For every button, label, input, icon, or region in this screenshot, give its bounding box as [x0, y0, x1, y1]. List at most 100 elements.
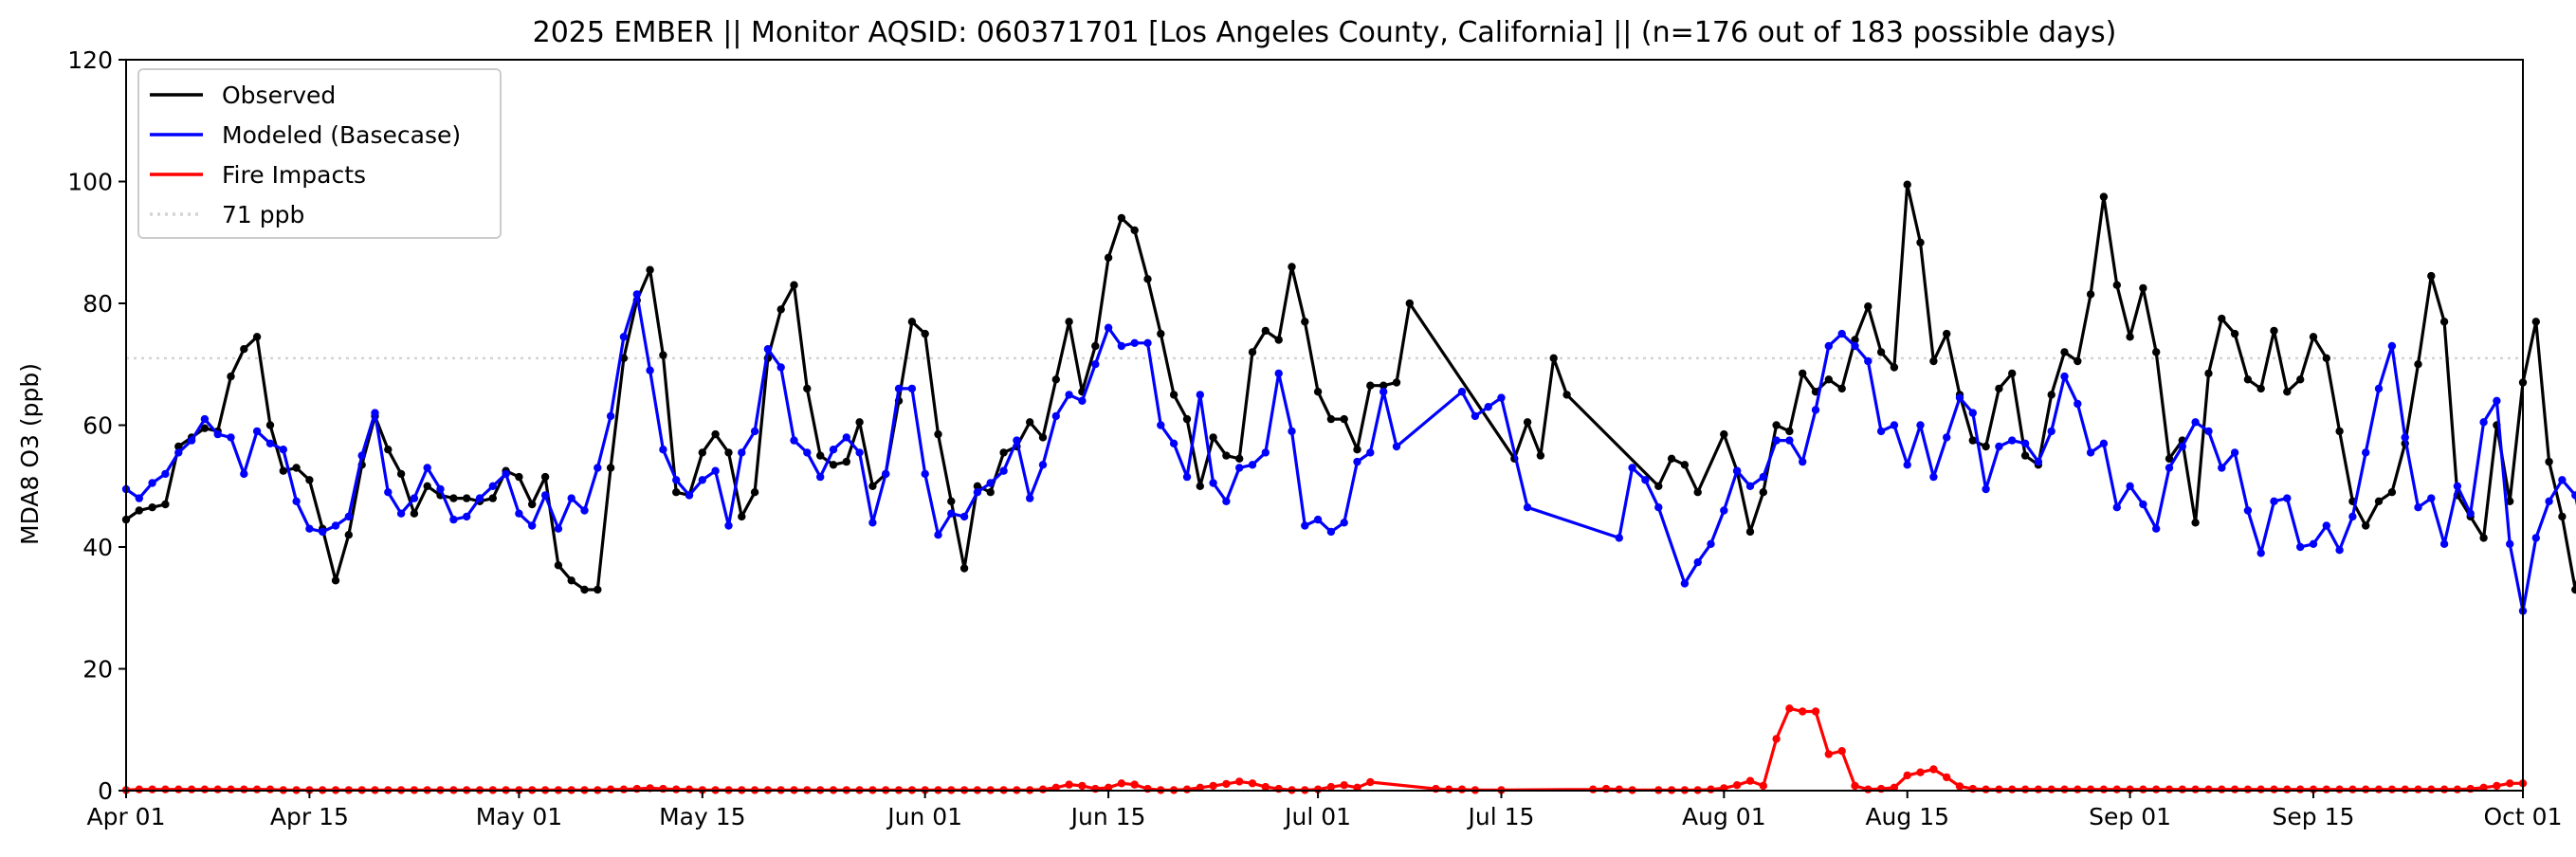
data-point [2296, 785, 2305, 793]
series-layer [121, 180, 2576, 794]
data-point [2204, 785, 2213, 793]
data-point [2139, 283, 2147, 293]
data-point [1799, 369, 1807, 378]
data-point [1759, 488, 1768, 497]
data-point [2479, 783, 2488, 792]
data-point [698, 448, 706, 457]
data-point [1209, 479, 1217, 487]
data-point [1261, 448, 1270, 457]
data-point [2086, 448, 2095, 457]
data-point [1143, 338, 1152, 347]
data-point [659, 784, 667, 793]
data-point [515, 509, 523, 518]
data-point [632, 290, 641, 299]
data-point [1943, 433, 1951, 442]
data-point [1497, 393, 1506, 402]
data-point [567, 494, 575, 502]
data-point [2047, 785, 2055, 793]
data-point [423, 482, 431, 490]
data-point [1196, 391, 1205, 399]
data-point [292, 464, 301, 472]
data-point [738, 512, 746, 521]
data-point [2387, 488, 2397, 497]
data-point [2531, 318, 2540, 326]
data-point [1353, 783, 1361, 792]
data-point [1117, 213, 1126, 223]
data-point [1222, 451, 1231, 460]
data-point [135, 506, 143, 515]
data-point [1693, 557, 1702, 567]
data-point [2531, 534, 2540, 542]
data-point [2204, 427, 2213, 436]
data-point [1995, 384, 2003, 393]
data-point [2296, 542, 2305, 552]
data-point [1654, 503, 1663, 512]
data-point [2401, 433, 2409, 442]
data-point [619, 333, 629, 341]
data-point [1235, 464, 1244, 472]
x-tick-label: Aug 01 [1682, 803, 1766, 830]
data-point [2322, 354, 2330, 362]
data-point [344, 531, 353, 539]
data-point [2139, 785, 2147, 793]
data-point [2112, 785, 2121, 793]
data-point [1772, 735, 1781, 743]
legend-label: Modeled (Basecase) [222, 121, 461, 149]
data-point [200, 424, 210, 432]
data-point [1104, 323, 1113, 332]
data-point [2322, 521, 2330, 530]
data-point [1038, 461, 1048, 469]
data-point [698, 476, 706, 484]
data-point [921, 469, 929, 479]
data-point [1130, 780, 1139, 789]
y-tick-label: 120 [67, 46, 113, 74]
data-point [646, 265, 654, 274]
data-point [2453, 482, 2462, 490]
data-point [1038, 785, 1048, 793]
data-point [1209, 433, 1217, 442]
data-point [1065, 780, 1073, 789]
data-point [2243, 785, 2253, 793]
y-tick-label: 0 [98, 777, 113, 805]
x-tick-label: Sep 15 [2273, 803, 2355, 830]
data-point [2439, 539, 2449, 548]
data-point [1811, 406, 1820, 414]
data-point [174, 448, 183, 457]
data-point [540, 491, 550, 500]
data-point [672, 476, 681, 484]
data-point [1968, 409, 1977, 417]
data-point [1799, 707, 1807, 716]
data-point [148, 785, 156, 793]
x-tick-label: Jun 15 [1069, 803, 1146, 830]
data-point [1864, 785, 1873, 793]
data-point [776, 305, 785, 314]
data-point [1065, 391, 1073, 399]
data-point [252, 427, 262, 436]
data-point [816, 451, 825, 460]
data-point [449, 515, 458, 524]
data-point [1157, 329, 1165, 338]
y-tick-label: 20 [82, 656, 113, 684]
data-point [2439, 318, 2449, 326]
data-point [2230, 329, 2239, 338]
data-point [999, 466, 1008, 475]
data-point [672, 488, 681, 497]
data-point [1628, 464, 1636, 472]
data-point [580, 506, 589, 515]
data-point [2335, 546, 2344, 555]
x-tick-label: May 15 [659, 803, 745, 830]
data-point [1248, 779, 1257, 788]
data-point [1851, 336, 1859, 344]
data-point [2322, 785, 2330, 793]
data-point [1392, 378, 1401, 387]
data-point [2178, 785, 2186, 793]
data-point [2387, 785, 2397, 793]
data-point [2374, 384, 2384, 393]
y-tick-label: 60 [82, 412, 113, 440]
data-point [959, 564, 969, 573]
chart-title: 2025 EMBER || Monitor AQSID: 060371701 [… [533, 16, 2117, 49]
data-point [2047, 391, 2055, 399]
data-point [2243, 506, 2253, 515]
data-point [1026, 494, 1034, 502]
x-tick-label: Aug 15 [1865, 803, 1949, 830]
